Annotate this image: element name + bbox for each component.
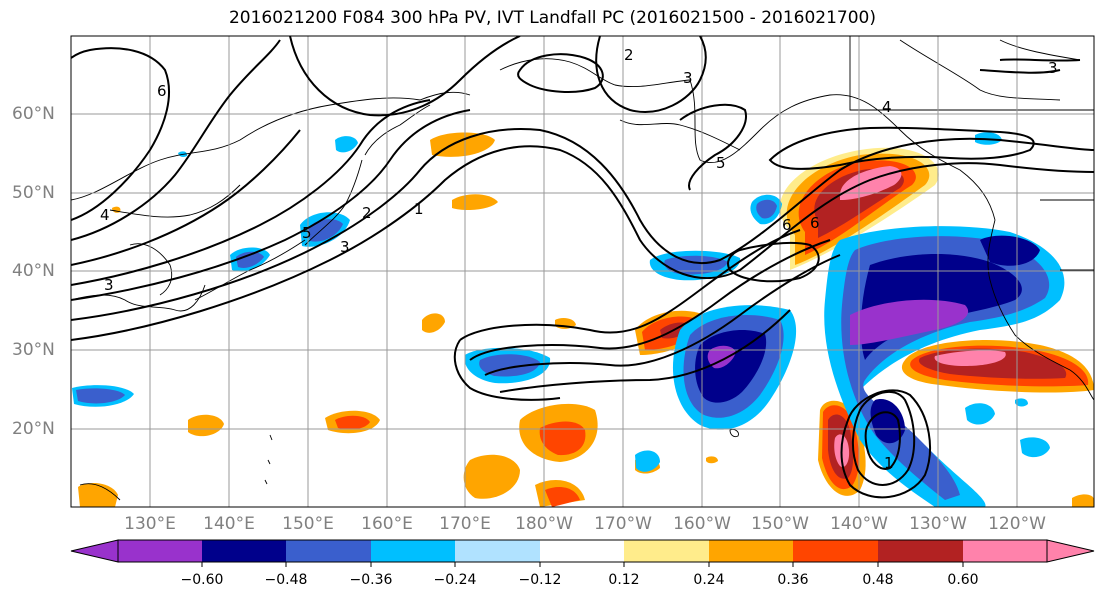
contour-label: 6 bbox=[810, 214, 820, 232]
lon-label: 170°E bbox=[439, 514, 491, 534]
lat-label: 60°N bbox=[12, 104, 55, 124]
lon-label: 140°E bbox=[203, 514, 255, 534]
contour-label: 4 bbox=[882, 98, 892, 116]
contour-label: 1 bbox=[884, 454, 894, 472]
pv-contours bbox=[71, 36, 1094, 499]
lon-label: 130°W bbox=[909, 514, 967, 534]
contour-label: 2 bbox=[362, 204, 372, 222]
contour-label: 3 bbox=[683, 69, 693, 87]
colorbar bbox=[70, 539, 1095, 567]
contour-label: 3 bbox=[104, 276, 114, 294]
contour-label: 6 bbox=[157, 82, 167, 100]
lat-label: 30°N bbox=[12, 340, 55, 360]
lon-label: 130°E bbox=[124, 514, 176, 534]
colorbar-tick-label: 0.24 bbox=[693, 572, 725, 588]
colorbar-bin bbox=[455, 540, 540, 562]
map-frame bbox=[70, 35, 1095, 508]
contour-label: 4 bbox=[100, 206, 110, 224]
colorbar-tick-label: −0.24 bbox=[433, 572, 477, 588]
lon-label: 170°W bbox=[594, 514, 652, 534]
contour-label: 6 bbox=[782, 216, 792, 234]
colorbar-bin bbox=[709, 540, 793, 562]
contour-label: 5 bbox=[716, 154, 726, 172]
lon-label: 160°E bbox=[361, 514, 413, 534]
lat-label: 50°N bbox=[12, 183, 55, 203]
colorbar-bin bbox=[118, 540, 202, 562]
lon-label: 150°W bbox=[751, 514, 809, 534]
gridlines bbox=[71, 36, 1094, 507]
contour-labels: 6 2 3 3 4 5 6 4 1 2 3 3 5 6 1 bbox=[100, 46, 1058, 472]
colorbar-bin bbox=[624, 540, 709, 562]
contour-label: 2 bbox=[624, 46, 634, 64]
colorbar-bin bbox=[286, 540, 371, 562]
lon-label: 140°W bbox=[830, 514, 888, 534]
colorbar-bin bbox=[540, 540, 624, 562]
lon-label: 150°E bbox=[282, 514, 334, 534]
map-title: 2016021200 F084 300 hPa PV, IVT Landfall… bbox=[228, 8, 876, 28]
colorbar-tick-label: −0.60 bbox=[180, 572, 224, 588]
colorbar-tick-label: 0.36 bbox=[777, 572, 809, 588]
lat-label: 40°N bbox=[12, 261, 55, 281]
colorbar-tick-label: 0.48 bbox=[862, 572, 894, 588]
colorbar-bin bbox=[371, 540, 455, 562]
lat-label: 20°N bbox=[12, 419, 55, 439]
colorbar-tick-label: −0.36 bbox=[349, 572, 393, 588]
colorbar-tick-label: −0.12 bbox=[518, 572, 562, 588]
colorbar-bin bbox=[878, 540, 963, 562]
contour-label: 3 bbox=[340, 238, 350, 256]
colorbar-frame bbox=[117, 539, 1048, 563]
contour-label: 3 bbox=[1048, 59, 1058, 77]
lon-label: 180°W bbox=[515, 514, 573, 534]
lon-label: 120°W bbox=[988, 514, 1046, 534]
colorbar-bin bbox=[963, 540, 1047, 562]
colorbar-tick-label: 0.60 bbox=[947, 572, 979, 588]
contour-label: 5 bbox=[302, 224, 312, 242]
colorbar-tick-label: 0.12 bbox=[608, 572, 640, 588]
colorbar-bin bbox=[793, 540, 878, 562]
colorbar-extend-low bbox=[70, 539, 119, 563]
colorbar-extend-high bbox=[1046, 539, 1095, 563]
lon-label: 160°W bbox=[673, 514, 731, 534]
colorbar-bin bbox=[202, 540, 286, 562]
colorbar-tick-label: −0.48 bbox=[264, 572, 308, 588]
contour-label: 1 bbox=[414, 200, 424, 218]
